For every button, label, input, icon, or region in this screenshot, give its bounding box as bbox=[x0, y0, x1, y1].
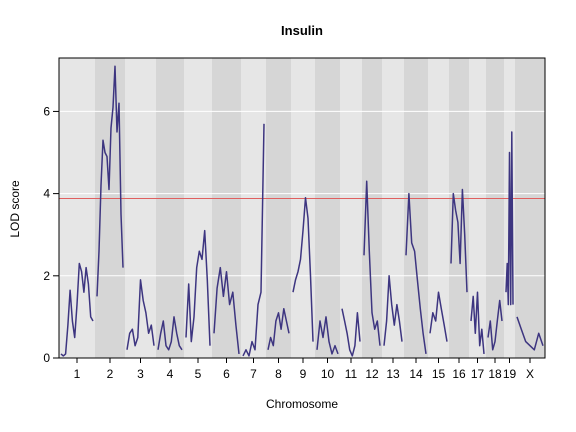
x-tick-label: 1 bbox=[74, 367, 81, 381]
x-tick-label: 10 bbox=[321, 367, 335, 381]
lod-curve-chr-5 bbox=[185, 229, 211, 346]
lod-curve-chr-6 bbox=[213, 266, 240, 354]
band-chr-13 bbox=[382, 58, 404, 358]
lod-curve-chr-3 bbox=[126, 279, 155, 350]
x-tick-label: 8 bbox=[275, 367, 282, 381]
x-tick-label: 3 bbox=[137, 367, 144, 381]
x-axis-label: Chromosome bbox=[266, 397, 338, 411]
y-tick-label: 0 bbox=[43, 351, 50, 365]
x-tick-label: 16 bbox=[452, 367, 466, 381]
x-tick-label: 15 bbox=[432, 367, 446, 381]
lod-curve-chr-19 bbox=[505, 131, 514, 306]
lod-curve-chr-4 bbox=[157, 316, 183, 351]
band-chr-x bbox=[515, 58, 545, 358]
lod-curve-chr-8 bbox=[267, 307, 290, 350]
chart-title: Insulin bbox=[281, 23, 323, 38]
x-tick-label: 9 bbox=[300, 367, 307, 381]
x-axis: 1 2 3 4 5 6 7 8 9 10 11 12 13 14 15 16 17 18 19 X bbox=[74, 358, 534, 381]
y-tick-label: 4 bbox=[43, 187, 50, 201]
band-chr-4 bbox=[156, 58, 184, 358]
y-axis: 0 2 4 6 bbox=[43, 104, 59, 365]
lod-curve-chr-2 bbox=[96, 65, 124, 297]
lod-curve-chr-14 bbox=[405, 192, 427, 355]
x-tick-label: 6 bbox=[223, 367, 230, 381]
lod-curve-chr-13 bbox=[383, 275, 403, 346]
x-tick-label: 14 bbox=[409, 367, 423, 381]
x-tick-label: 19 bbox=[503, 367, 517, 381]
plot-frame bbox=[58, 57, 546, 359]
x-tick-label: 4 bbox=[167, 367, 174, 381]
x-tick-label: 17 bbox=[471, 367, 485, 381]
lod-curve-chr-16 bbox=[450, 188, 468, 293]
lod-curve-chr-7 bbox=[242, 123, 265, 357]
lod-curve-chr-12 bbox=[363, 180, 381, 346]
band-chr-10 bbox=[315, 58, 340, 358]
band-chr-6 bbox=[212, 58, 241, 358]
band-chr-11 bbox=[340, 58, 362, 358]
band-chr-5 bbox=[184, 58, 212, 358]
band-chr-3 bbox=[125, 58, 156, 358]
lod-curve-chr-1 bbox=[60, 262, 94, 357]
lod-curve-chr-x bbox=[516, 316, 544, 351]
x-tick-label: 5 bbox=[195, 367, 202, 381]
x-tick-label: 18 bbox=[488, 367, 502, 381]
x-tick-label: X bbox=[526, 367, 534, 381]
lod-curve-chr-11 bbox=[341, 308, 361, 357]
band-chr-16 bbox=[449, 58, 469, 358]
band-chr-12 bbox=[362, 58, 382, 358]
y-tick-label: 2 bbox=[43, 269, 50, 283]
band-chr-15 bbox=[428, 58, 449, 358]
x-tick-label: 11 bbox=[345, 367, 358, 381]
band-chr-17 bbox=[469, 58, 486, 358]
x-tick-label: 13 bbox=[386, 367, 400, 381]
lod-curves bbox=[60, 65, 544, 357]
y-tick-label: 6 bbox=[43, 104, 50, 118]
band-chr-18 bbox=[486, 58, 504, 358]
lod-curve-chr-9 bbox=[292, 196, 314, 342]
lod-curve-chr-17 bbox=[470, 291, 485, 354]
lod-curve-chr-15 bbox=[429, 291, 448, 342]
x-tick-label: 7 bbox=[250, 367, 257, 381]
x-tick-label: 12 bbox=[365, 367, 379, 381]
y-axis-label: LOD score bbox=[8, 180, 22, 238]
band-chr-8 bbox=[266, 58, 291, 358]
x-tick-label: 2 bbox=[107, 367, 114, 381]
lod-curve-chr-18 bbox=[487, 299, 503, 351]
lod-curve-chr-10 bbox=[316, 316, 339, 355]
